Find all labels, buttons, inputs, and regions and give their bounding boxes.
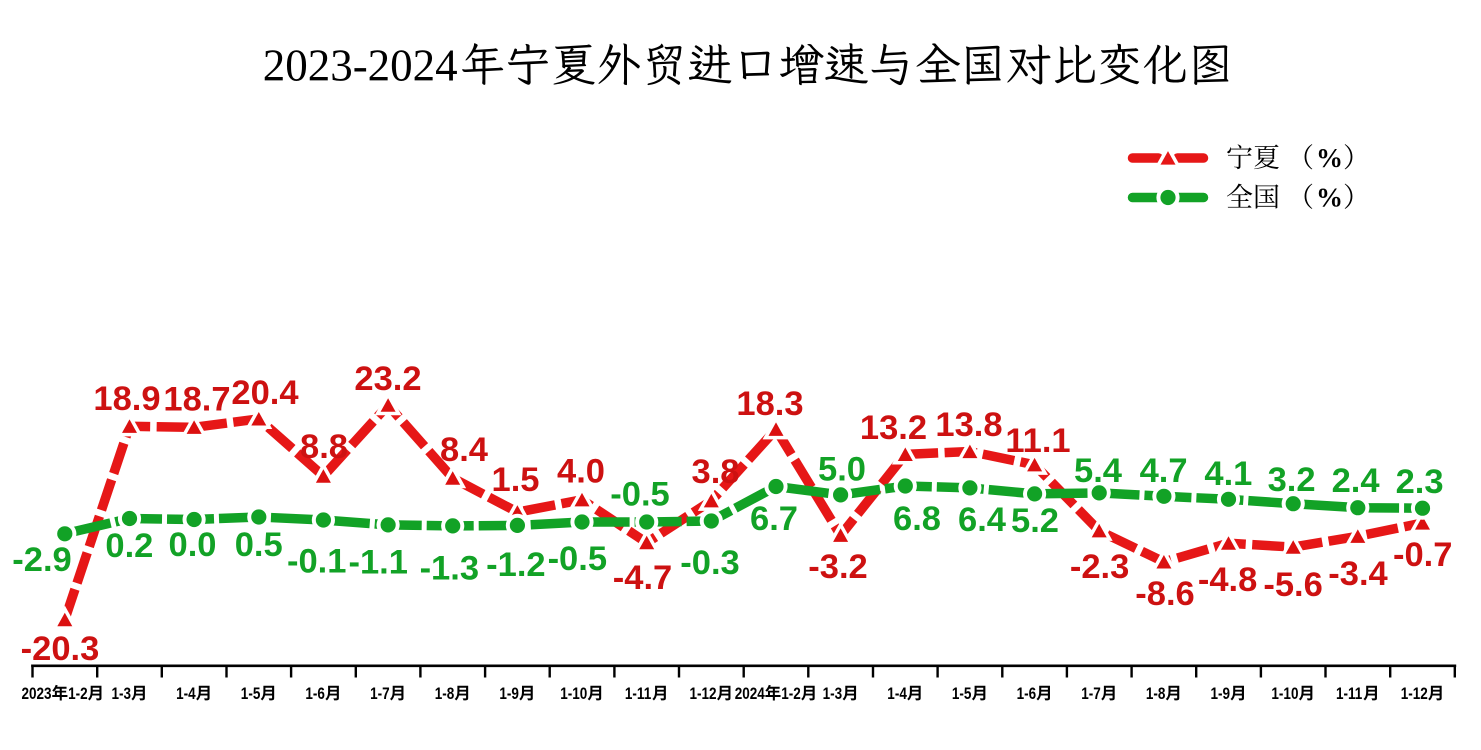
svg-text:1-2: 1-2	[781, 685, 801, 704]
svg-text:5.4: 5.4	[1074, 452, 1122, 490]
svg-text:18.9: 18.9	[93, 380, 160, 418]
svg-text:1-7: 1-7	[370, 685, 390, 704]
svg-text:1-6: 1-6	[1017, 685, 1037, 704]
svg-text:0.0: 0.0	[169, 526, 217, 564]
svg-text:3.8: 3.8	[692, 453, 740, 491]
svg-text:4.0: 4.0	[557, 453, 605, 491]
svg-text:1-12: 1-12	[690, 685, 717, 704]
svg-text:-5.6: -5.6	[1263, 566, 1322, 604]
svg-text:-4.7: -4.7	[613, 559, 672, 597]
svg-text:3.2: 3.2	[1268, 461, 1316, 499]
svg-text:13.2: 13.2	[860, 409, 927, 447]
svg-text:1-3: 1-3	[112, 685, 132, 704]
svg-text:13.8: 13.8	[935, 406, 1002, 444]
svg-text:-20.3: -20.3	[21, 630, 100, 668]
svg-text:-0.1: -0.1	[287, 543, 346, 581]
svg-text:1-5: 1-5	[952, 685, 972, 704]
svg-text:1-3: 1-3	[823, 685, 843, 704]
svg-text:1-11: 1-11	[1336, 685, 1362, 704]
svg-text:1-5: 1-5	[241, 685, 261, 704]
svg-text:-0.7: -0.7	[1393, 536, 1452, 574]
svg-text:1-12: 1-12	[1401, 685, 1428, 704]
svg-text:4.1: 4.1	[1204, 455, 1252, 493]
svg-text:1-10: 1-10	[560, 685, 587, 704]
svg-text:5.2: 5.2	[1011, 502, 1059, 540]
svg-text:-3.2: -3.2	[808, 548, 867, 586]
svg-text:1-8: 1-8	[435, 685, 455, 704]
svg-text:%: %	[1316, 143, 1343, 173]
svg-text:1-6: 1-6	[305, 685, 325, 704]
svg-text:18.3: 18.3	[736, 385, 803, 423]
svg-text:8.4: 8.4	[440, 431, 488, 469]
svg-text:18.7: 18.7	[163, 381, 230, 419]
svg-text:2023: 2023	[22, 685, 52, 704]
svg-text:6.8: 6.8	[893, 500, 941, 538]
svg-text:1.5: 1.5	[492, 461, 540, 499]
svg-text:-0.5: -0.5	[548, 540, 607, 578]
svg-text:-1.3: -1.3	[420, 549, 479, 587]
svg-text:4.7: 4.7	[1140, 452, 1188, 490]
svg-text:0.5: 0.5	[235, 526, 283, 564]
svg-text:-0.3: -0.3	[680, 544, 739, 582]
svg-text:1-4: 1-4	[176, 685, 196, 704]
svg-text:-4.8: -4.8	[1198, 561, 1257, 599]
svg-text:6.7: 6.7	[750, 500, 798, 538]
svg-text:1-2: 1-2	[68, 685, 88, 704]
svg-text:11.1: 11.1	[1005, 422, 1070, 460]
svg-text:-2.3: -2.3	[1070, 548, 1129, 586]
svg-text:1-4: 1-4	[887, 685, 907, 704]
svg-text:-0.5: -0.5	[610, 476, 669, 514]
svg-text:2024: 2024	[735, 685, 766, 704]
svg-text:1-9: 1-9	[499, 685, 519, 704]
svg-text:23.2: 23.2	[354, 360, 421, 398]
svg-text:1-9: 1-9	[1211, 685, 1231, 704]
svg-text:1-8: 1-8	[1146, 685, 1166, 704]
svg-text:-1.2: -1.2	[486, 546, 545, 584]
svg-text:0.2: 0.2	[105, 527, 153, 565]
svg-text:1-7: 1-7	[1081, 685, 1101, 704]
svg-text:%: %	[1316, 183, 1343, 213]
svg-text:8.8: 8.8	[300, 428, 348, 466]
svg-text:-3.4: -3.4	[1328, 555, 1387, 593]
svg-text:6.4: 6.4	[958, 501, 1006, 539]
svg-text:-2.9: -2.9	[12, 541, 71, 579]
svg-text:1-10: 1-10	[1271, 685, 1298, 704]
svg-text:2.3: 2.3	[1396, 463, 1444, 501]
svg-text:2.4: 2.4	[1332, 462, 1380, 500]
svg-text:-8.6: -8.6	[1135, 575, 1194, 613]
svg-text:-1.1: -1.1	[348, 544, 407, 582]
svg-text:2023-2024: 2023-2024	[263, 41, 458, 91]
svg-text:5.0: 5.0	[818, 451, 866, 489]
svg-text:1-11: 1-11	[625, 685, 651, 704]
svg-text:20.4: 20.4	[231, 374, 298, 412]
